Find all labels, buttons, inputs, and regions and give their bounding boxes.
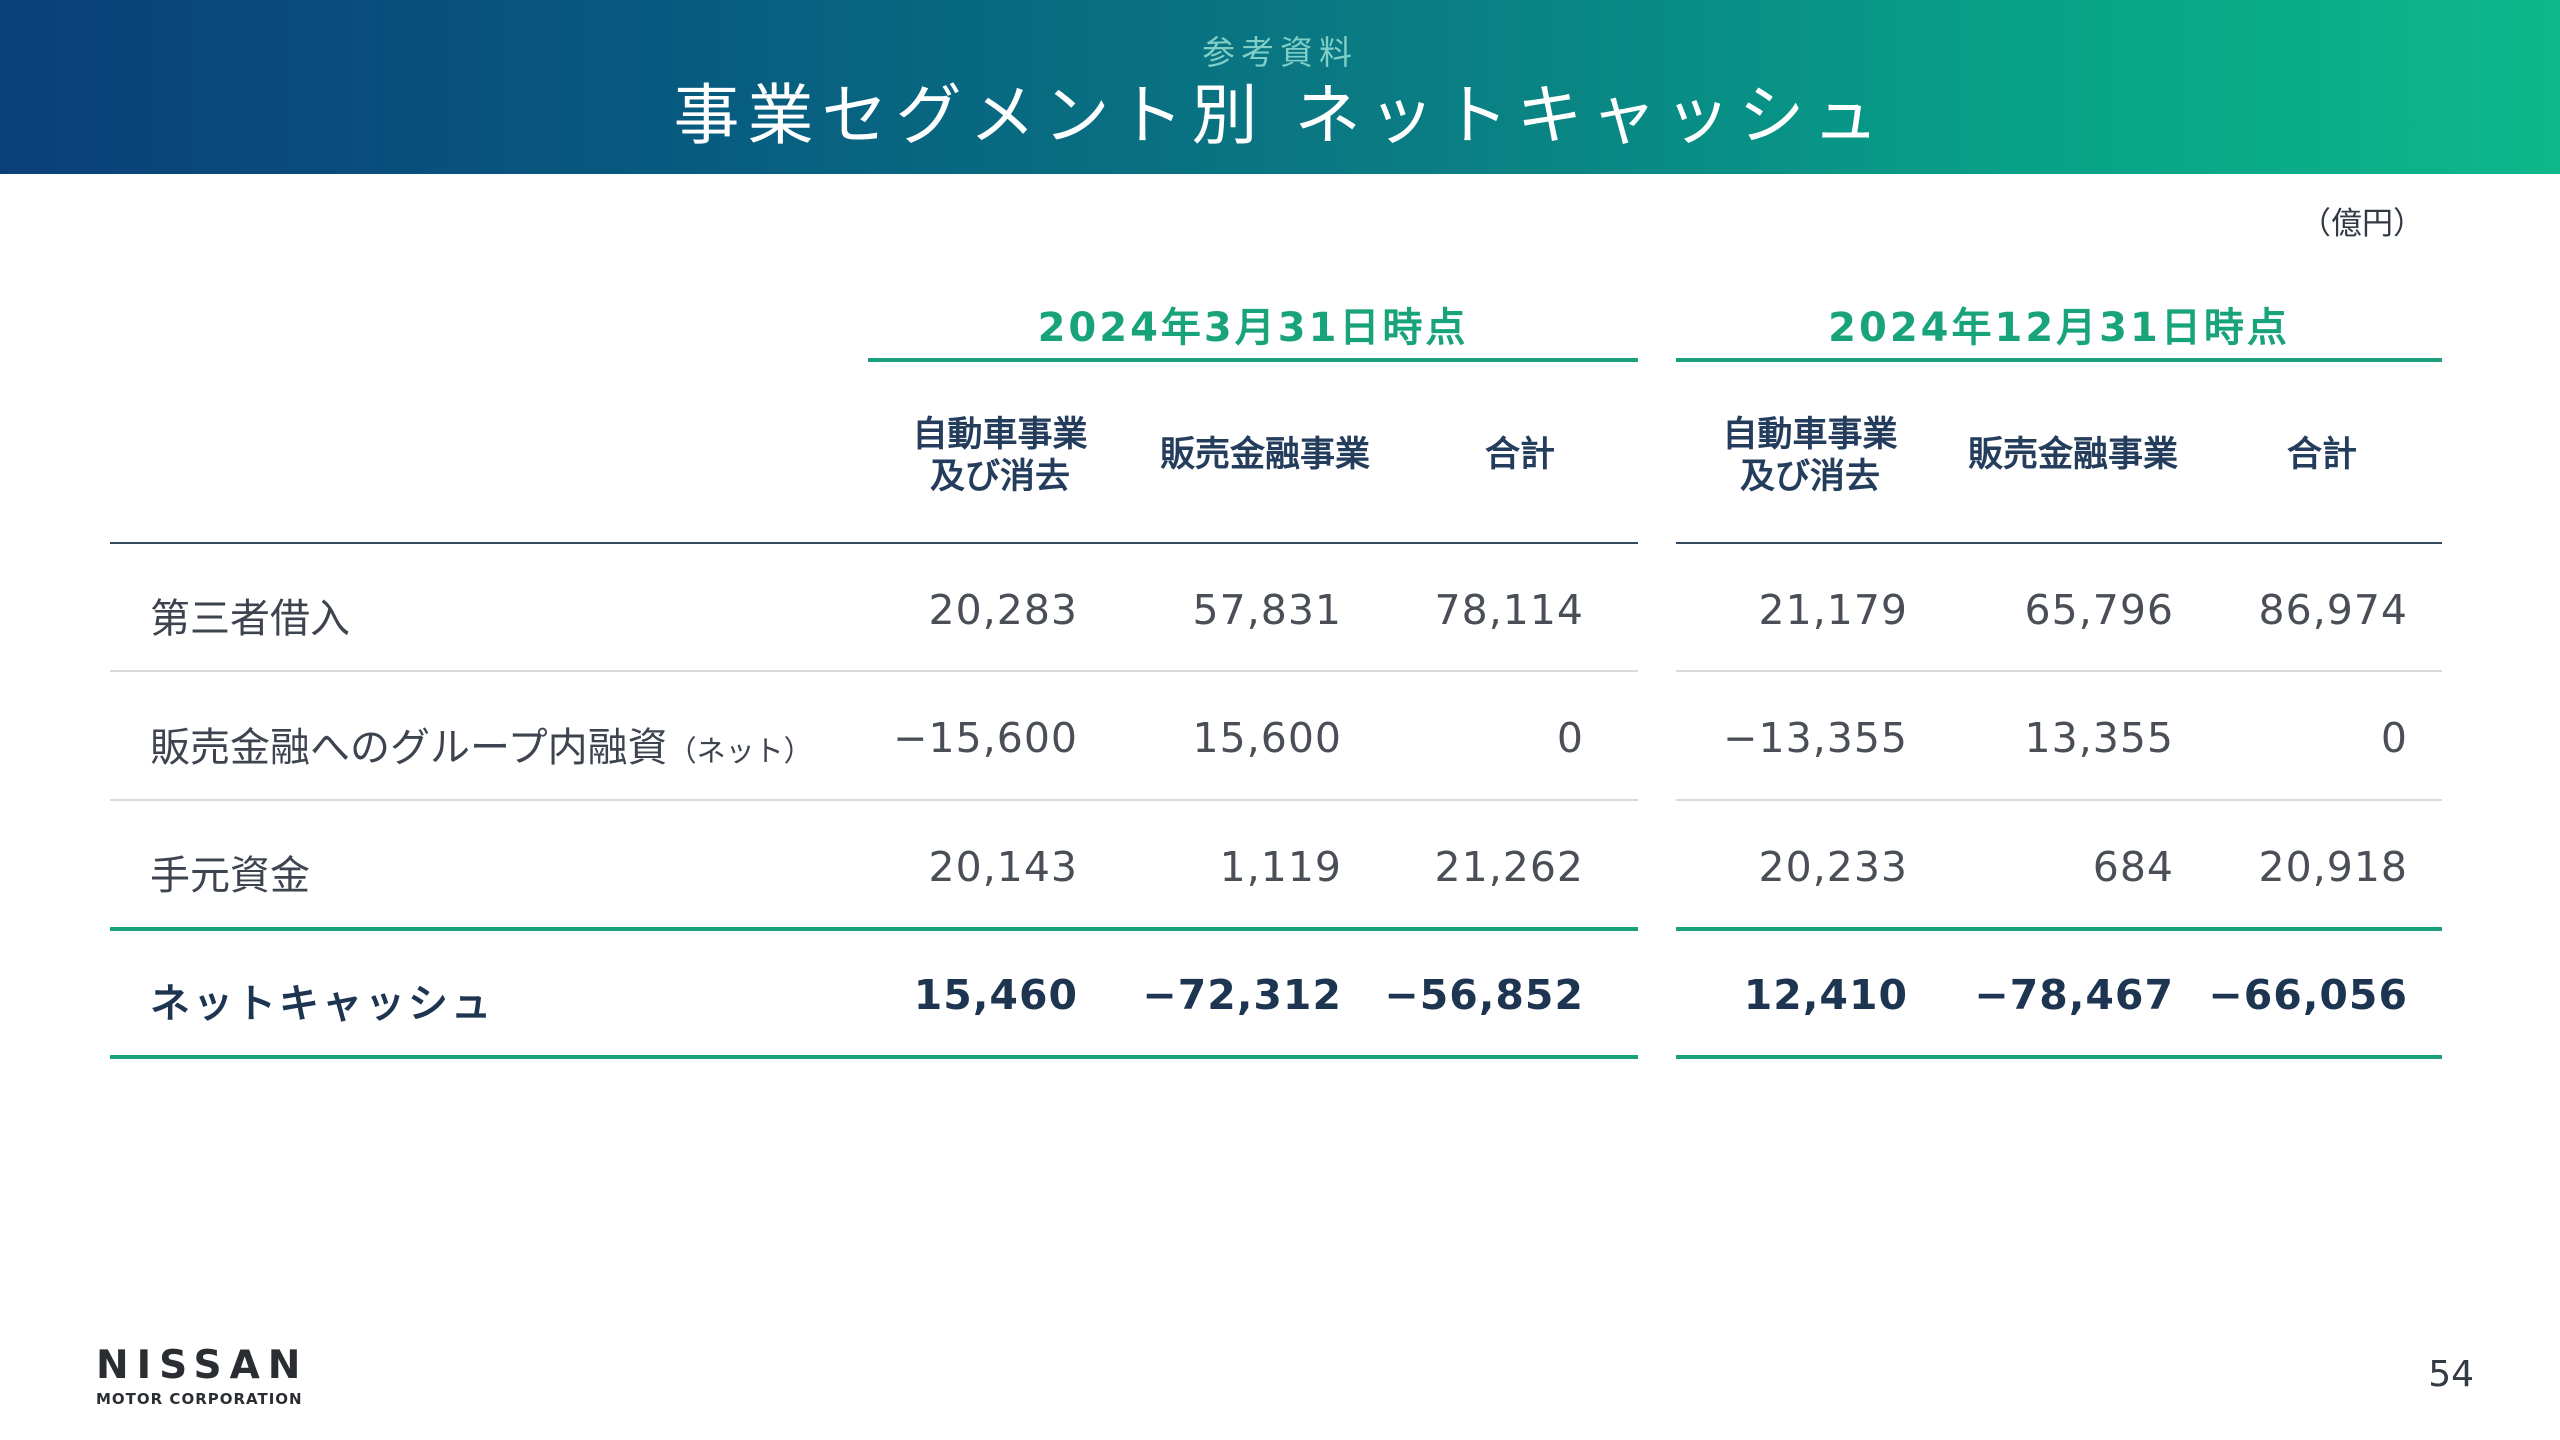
nissan-logo: NISSAN MOTOR CORPORATION: [96, 1343, 316, 1409]
row-label-suffix: （ネット）: [667, 734, 813, 768]
table-cell-total: −66,056: [2208, 971, 2408, 1019]
row-divider: [1676, 670, 2442, 672]
row-label-cash-on-hand: 手元資金: [150, 843, 310, 901]
table-cell: 0: [1556, 714, 1584, 762]
row-label-text: 販売金融へのグループ内融資: [150, 725, 668, 771]
col-header-total-dec: 合計: [2286, 435, 2357, 475]
table-cell: 65,796: [2024, 586, 2174, 634]
table-cell: −13,355: [1723, 714, 1908, 762]
header-rule-right: [1676, 542, 2442, 544]
header-rule-left: [110, 542, 1638, 544]
total-top-rule-right: [1676, 927, 2442, 931]
period-header-mar: 2024年3月31日時点: [1037, 305, 1469, 351]
period-rule-mar: [868, 358, 1638, 362]
table-cell-total: −78,467: [1974, 971, 2174, 1019]
header-banner: 参考資料 事業セグメント別 ネットキャッシュ: [0, 0, 2560, 174]
col-header-finance-dec: 販売金融事業: [1967, 435, 2178, 475]
row-label-third-party-borrowing: 第三者借入: [150, 586, 350, 644]
row-label-text: 第三者借入: [150, 596, 350, 642]
table-cell: 0: [2380, 714, 2408, 762]
table-cell-total: 12,410: [1743, 971, 1908, 1019]
row-label-text: ネットキャッシュ: [150, 981, 494, 1027]
row-divider: [110, 670, 1638, 672]
col-header-total-mar: 合計: [1484, 435, 1555, 475]
table-cell-total: 15,460: [913, 971, 1078, 1019]
table-cell: 20,918: [2258, 843, 2408, 891]
table-cell: 57,831: [1192, 586, 1342, 634]
table-cell: 21,262: [1434, 843, 1584, 891]
unit-label: （億円）: [2300, 206, 2424, 242]
table-cell: 1,119: [1219, 843, 1342, 891]
table-cell: 78,114: [1434, 586, 1584, 634]
header-subtitle: 参考資料: [1202, 33, 1358, 72]
table-cell: 86,974: [2258, 586, 2408, 634]
page-title: 事業セグメント別 ネットキャッシュ: [673, 77, 1887, 154]
period-header-dec: 2024年12月31日時点: [1828, 305, 2290, 351]
period-rule-dec: [1676, 358, 2442, 362]
row-label-text: 手元資金: [150, 853, 310, 899]
col-header-auto-dec: 自動車事業 及び消去: [1722, 415, 1898, 497]
table-cell: 20,233: [1758, 843, 1908, 891]
table-cell: −15,600: [893, 714, 1078, 762]
table-cell: 20,283: [928, 586, 1078, 634]
total-top-rule-left: [110, 927, 1638, 931]
logo-wordmark: NISSAN: [96, 1343, 309, 1388]
table-cell: 13,355: [2024, 714, 2174, 762]
page-number: 54: [2428, 1354, 2474, 1395]
col-header-finance-mar: 販売金融事業: [1159, 435, 1370, 475]
logo-subtitle: MOTOR CORPORATION: [96, 1390, 303, 1408]
row-label-net-cash: ネットキャッシュ: [150, 971, 494, 1029]
row-divider: [110, 799, 1638, 801]
table-cell-total: −56,852: [1384, 971, 1584, 1019]
table-cell: 15,600: [1192, 714, 1342, 762]
row-label-intragroup-loan: 販売金融へのグループ内融資（ネット）: [150, 715, 813, 773]
table-cell: 21,179: [1758, 586, 1908, 634]
col-header-auto-mar: 自動車事業 及び消去: [912, 415, 1088, 497]
table-cell: 20,143: [928, 843, 1078, 891]
total-bottom-rule-right: [1676, 1055, 2442, 1059]
table-cell: 684: [2092, 843, 2174, 891]
total-bottom-rule-left: [110, 1055, 1638, 1059]
row-divider: [1676, 799, 2442, 801]
table-cell-total: −72,312: [1142, 971, 1342, 1019]
